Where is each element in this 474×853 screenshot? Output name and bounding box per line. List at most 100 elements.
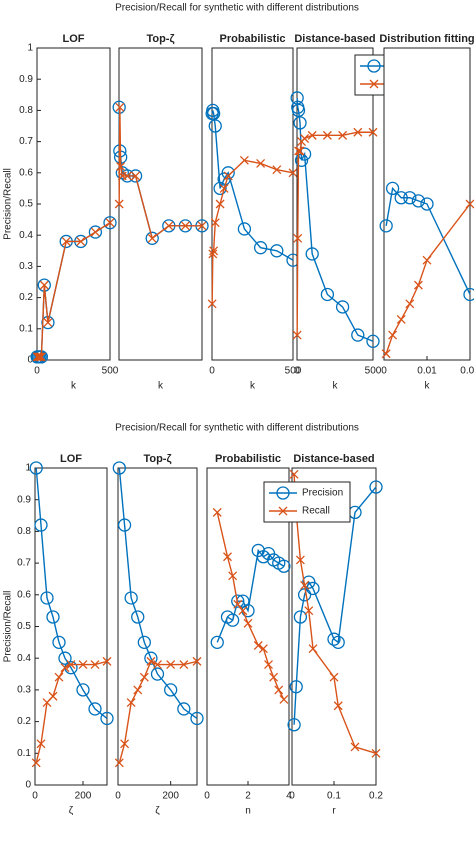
marker — [322, 130, 332, 140]
marker — [103, 216, 117, 230]
series — [205, 103, 300, 267]
y-tick-label: 0.4 — [19, 230, 33, 241]
y-tick-label: 1 — [25, 463, 31, 474]
y-tick-label: 0.6 — [17, 589, 31, 600]
x-tick-label: 2 — [245, 791, 251, 802]
marker — [34, 352, 43, 362]
y-tick-label: 0.7 — [19, 136, 33, 147]
x-tick-label: 500 — [365, 366, 382, 377]
marker — [52, 635, 66, 649]
axes-box — [211, 47, 294, 361]
x-tick-label: 0 — [34, 366, 40, 377]
x-tick-label: 4 — [286, 791, 292, 802]
marker — [293, 610, 308, 624]
legend-symbol — [278, 506, 288, 516]
marker — [274, 685, 284, 695]
panel-title: Top-ζ — [146, 33, 174, 45]
marker — [239, 155, 249, 165]
x-axis-label: k — [425, 381, 431, 392]
marker — [76, 236, 86, 246]
y-tick-label: 0.6 — [19, 167, 33, 178]
x-tick-label: 0 — [32, 791, 38, 802]
marker — [31, 758, 41, 768]
series — [379, 181, 474, 302]
marker — [264, 660, 273, 669]
x-tick-label: 0 — [381, 366, 387, 377]
marker — [180, 221, 190, 231]
x-axis-label: k — [71, 381, 77, 392]
panel-title: LOF — [60, 453, 82, 465]
marker — [371, 748, 381, 758]
x-axis-label: k — [158, 381, 164, 392]
marker — [335, 300, 350, 314]
series — [31, 656, 112, 768]
marker — [46, 610, 60, 624]
marker — [66, 660, 76, 669]
marker — [153, 660, 162, 669]
marker — [29, 461, 43, 475]
marker — [32, 352, 42, 362]
x-axis-label: ζ — [155, 806, 160, 817]
y-tick-label: 0.7 — [17, 558, 31, 569]
marker — [145, 231, 159, 245]
marker — [48, 691, 58, 701]
y-tick-label: 0.5 — [17, 621, 31, 632]
marker — [228, 571, 238, 581]
legend-marker — [276, 486, 290, 500]
marker — [34, 518, 48, 532]
x-tick-label: 0 — [294, 366, 300, 377]
marker — [208, 119, 222, 133]
marker — [122, 171, 132, 181]
marker — [117, 518, 132, 532]
series — [114, 656, 202, 768]
marker — [197, 221, 207, 231]
marker — [131, 610, 145, 624]
legend-symbol — [369, 79, 379, 89]
x-tick-label: 0.01 — [417, 366, 437, 377]
x-tick-label: 0 — [115, 791, 121, 802]
marker — [231, 594, 245, 608]
legend-label: Precision — [302, 488, 343, 499]
x-axis-label: ζ — [69, 806, 74, 817]
marker — [137, 635, 151, 649]
marker — [369, 480, 383, 494]
marker — [105, 218, 115, 228]
suptitle: Precision/Recall for synthetic with diff… — [115, 423, 359, 434]
x-axis-label: r — [332, 806, 336, 817]
series-line — [35, 467, 108, 719]
panel-title: Distribution fitting — [379, 33, 474, 45]
marker — [208, 249, 218, 259]
marker — [338, 130, 348, 140]
legend-label: Recall — [302, 506, 330, 517]
marker — [304, 606, 314, 616]
marker — [420, 197, 434, 211]
marker — [366, 334, 380, 348]
y-tick-label: 0.3 — [19, 261, 33, 272]
marker — [305, 247, 319, 261]
marker — [294, 146, 303, 156]
marker — [209, 246, 219, 256]
marker — [238, 606, 248, 616]
y-tick-label: 0.8 — [17, 526, 31, 537]
marker — [102, 656, 112, 666]
y-tick-label: 0.8 — [19, 105, 33, 116]
marker — [327, 632, 341, 646]
marker — [279, 694, 289, 704]
x-tick-label: 0 — [204, 791, 210, 802]
marker — [287, 718, 301, 732]
x-tick-label: 500 — [285, 366, 302, 377]
marker — [331, 635, 345, 649]
series — [292, 127, 378, 340]
marker — [146, 656, 156, 666]
x-tick-label: 0 — [209, 366, 215, 377]
panel-title: Distance-based — [294, 33, 375, 45]
y-tick-label: 0.1 — [19, 323, 33, 334]
marker — [288, 168, 298, 178]
marker — [277, 559, 291, 573]
marker — [90, 660, 100, 669]
y-tick-label: 0.5 — [19, 199, 33, 210]
marker — [35, 352, 45, 362]
marker — [291, 103, 306, 118]
